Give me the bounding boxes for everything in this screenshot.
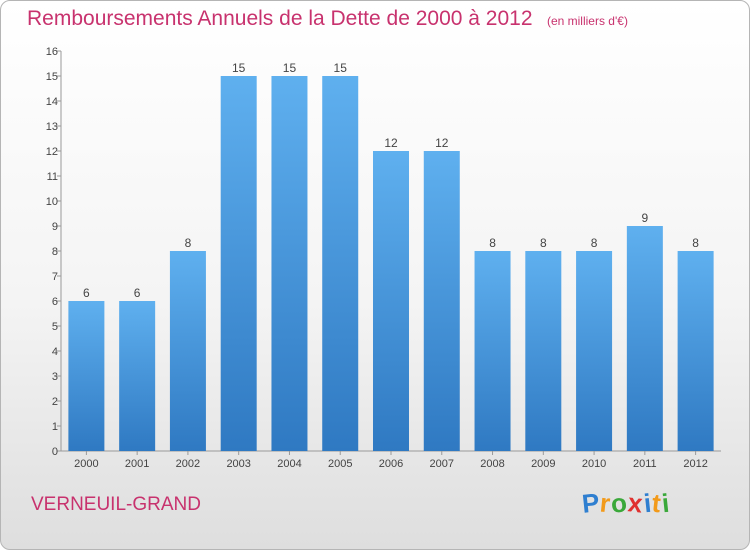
y-tick-label: 13 bbox=[46, 121, 58, 133]
x-tick-label: 2012 bbox=[683, 458, 707, 470]
bar-2001 bbox=[119, 301, 156, 451]
x-tick-label: 2000 bbox=[74, 458, 98, 470]
y-tick-label: 12 bbox=[46, 146, 58, 158]
data-label: 6 bbox=[83, 286, 90, 300]
bar-2005 bbox=[322, 76, 359, 451]
x-tick-label: 2006 bbox=[379, 458, 403, 470]
data-label: 12 bbox=[384, 136, 398, 150]
x-tick-label: 2003 bbox=[226, 458, 250, 470]
x-tick-label: 2002 bbox=[176, 458, 200, 470]
y-tick-label: 10 bbox=[46, 196, 58, 208]
data-label: 15 bbox=[283, 61, 297, 75]
y-tick-label: 11 bbox=[47, 171, 58, 183]
x-tick-label: 2004 bbox=[277, 458, 301, 470]
y-tick-label: 9 bbox=[52, 221, 58, 233]
data-label: 8 bbox=[540, 236, 547, 250]
chart-subtitle: (en milliers d'€) bbox=[546, 14, 628, 28]
y-tick-label: 14 bbox=[46, 96, 58, 108]
data-label: 12 bbox=[435, 136, 449, 150]
bar-2002 bbox=[169, 251, 206, 451]
bar-2011 bbox=[626, 226, 663, 451]
y-tick-label: 8 bbox=[52, 246, 58, 258]
data-label: 8 bbox=[489, 236, 496, 250]
bar-2006 bbox=[373, 151, 409, 451]
y-tick-label: 4 bbox=[52, 346, 58, 358]
y-tick-label: 15 bbox=[46, 71, 58, 83]
data-label: 9 bbox=[642, 211, 649, 225]
data-label: 8 bbox=[185, 236, 192, 250]
bar-2000 bbox=[68, 301, 105, 451]
data-label: 8 bbox=[692, 236, 699, 250]
chart-title-row: Remboursements Annuels de la Dette de 20… bbox=[27, 7, 628, 31]
y-tick-label: 7 bbox=[52, 271, 58, 283]
x-tick-label: 2011 bbox=[633, 458, 657, 470]
labels: 0123456789101112131415162000620016200282… bbox=[46, 46, 708, 470]
bar-2009 bbox=[525, 251, 562, 451]
y-tick-label: 0 bbox=[52, 446, 58, 458]
x-tick-label: 2008 bbox=[480, 458, 504, 470]
commune-name: VERNEUIL-GRAND bbox=[31, 494, 201, 515]
y-tick-label: 6 bbox=[52, 296, 58, 308]
data-label: 15 bbox=[334, 61, 348, 75]
bar-2008 bbox=[474, 251, 511, 451]
y-tick-label: 16 bbox=[46, 46, 58, 58]
x-tick-label: 2010 bbox=[582, 458, 606, 470]
y-tick-label: 2 bbox=[52, 396, 58, 408]
y-tick-label: 5 bbox=[52, 321, 58, 333]
bar-2007 bbox=[423, 151, 460, 451]
proxiti-logo: Proxiti bbox=[580, 487, 672, 519]
y-tick-label: 1 bbox=[52, 421, 58, 433]
y-tick-label: 3 bbox=[52, 371, 58, 383]
x-tick-label: 2007 bbox=[430, 458, 454, 470]
bar-2003 bbox=[220, 76, 257, 451]
data-label: 6 bbox=[134, 286, 141, 300]
x-tick-label: 2001 bbox=[125, 458, 149, 470]
x-tick-label: 2009 bbox=[531, 458, 555, 470]
chart-title: Remboursements Annuels de la Dette de 20… bbox=[27, 7, 533, 30]
x-tick-label: 2005 bbox=[328, 458, 352, 470]
bar-2010 bbox=[576, 251, 613, 451]
bars bbox=[68, 76, 714, 451]
logo-letter: i bbox=[660, 487, 672, 519]
data-label: 8 bbox=[591, 236, 598, 250]
bar-2012 bbox=[677, 251, 714, 451]
data-label: 15 bbox=[232, 61, 246, 75]
bar-2004 bbox=[271, 76, 308, 451]
